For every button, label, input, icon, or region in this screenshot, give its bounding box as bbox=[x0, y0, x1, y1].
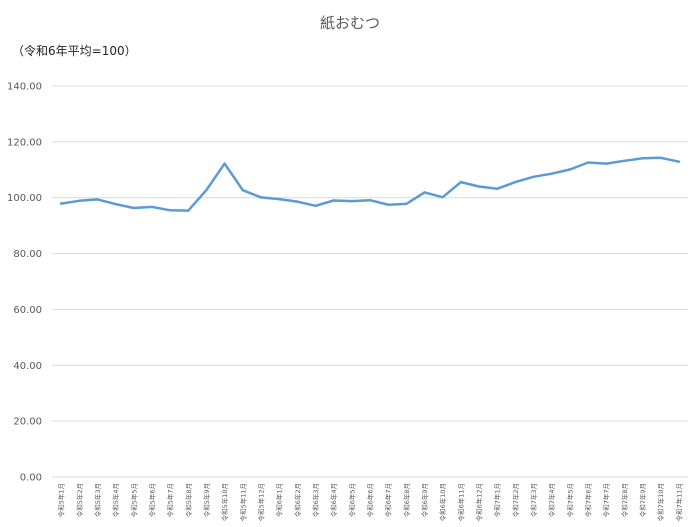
x-tick-label: 令和5年9月 bbox=[202, 483, 211, 517]
data-point bbox=[441, 195, 444, 199]
data-point bbox=[386, 203, 390, 206]
y-tick-label: 20.00 bbox=[13, 417, 42, 428]
x-tick-label: 令和6年3月 bbox=[311, 483, 320, 517]
x-tick-label: 令和6年6月 bbox=[366, 483, 375, 517]
x-tick-label: 令和5年8月 bbox=[184, 483, 193, 517]
y-tick-label: 100.00 bbox=[7, 193, 42, 204]
series-line bbox=[59, 156, 681, 212]
data-point bbox=[59, 202, 63, 205]
x-tick-label: 令和7年8月 bbox=[620, 483, 629, 517]
data-point bbox=[114, 202, 117, 206]
x-tick-label: 令和5年1月 bbox=[57, 483, 66, 517]
data-point bbox=[514, 180, 517, 184]
x-tick-label: 令和5年3月 bbox=[93, 483, 102, 517]
x-tick-label: 令和7年7月 bbox=[602, 483, 611, 517]
x-tick-label: 令和6年4月 bbox=[329, 483, 338, 517]
data-point bbox=[605, 162, 608, 165]
x-tick-label: 令和7年2月 bbox=[511, 483, 520, 517]
data-point bbox=[150, 205, 154, 209]
x-tick-label: 令和6年10月 bbox=[438, 483, 447, 521]
x-tick-label: 令和5年12月 bbox=[256, 483, 265, 521]
chart-subtitle: （令和6年平均=100） bbox=[12, 44, 137, 58]
data-point bbox=[223, 162, 226, 165]
x-tick-label: 令和5年7月 bbox=[166, 483, 175, 517]
x-tick-label: 令和6年2月 bbox=[293, 483, 302, 517]
data-point bbox=[132, 206, 135, 210]
data-point bbox=[368, 199, 372, 202]
data-point bbox=[586, 161, 590, 164]
data-point bbox=[659, 156, 662, 159]
data-point bbox=[405, 202, 408, 206]
data-point bbox=[78, 199, 81, 202]
x-tick-label: 令和6年9月 bbox=[420, 483, 429, 517]
x-tick-label: 令和5年4月 bbox=[111, 483, 120, 517]
x-tick-label: 令和7年11月 bbox=[674, 483, 683, 521]
x-tick-label: 令和5年6月 bbox=[147, 483, 156, 517]
x-tick-label: 令和5年10月 bbox=[220, 483, 229, 521]
x-tick-label: 令和5年2月 bbox=[75, 483, 84, 517]
data-point bbox=[623, 159, 626, 163]
x-tick-label: 令和7年1月 bbox=[493, 483, 502, 517]
data-point bbox=[423, 191, 426, 194]
y-tick-label: 140.00 bbox=[7, 82, 42, 93]
y-tick-label: 80.00 bbox=[13, 249, 42, 260]
x-tick-label: 令和6年8月 bbox=[402, 483, 411, 517]
gridlines bbox=[52, 85, 688, 478]
x-axis-ticks: 令和5年1月 令和5年2月 令和5年3月 令和5年4月 令和5年5月 令和5年6月 令和5年… bbox=[57, 483, 684, 521]
x-tick-label: 令和7年4月 bbox=[547, 483, 556, 517]
data-point bbox=[332, 199, 335, 202]
chart-title: 紙おむつ bbox=[319, 14, 380, 32]
x-tick-label: 令和6年1月 bbox=[275, 483, 284, 517]
y-tick-label: 60.00 bbox=[13, 305, 42, 316]
x-tick-label: 令和7年6月 bbox=[584, 483, 593, 517]
data-point bbox=[314, 204, 317, 208]
y-tick-label: 40.00 bbox=[13, 361, 42, 372]
data-point bbox=[96, 198, 99, 201]
data-point bbox=[532, 175, 535, 178]
data-point bbox=[477, 185, 481, 188]
x-tick-label: 令和6年11月 bbox=[456, 483, 465, 521]
x-tick-label: 令和6年5月 bbox=[347, 483, 356, 517]
x-tick-label: 令和6年12月 bbox=[475, 483, 484, 521]
data-point bbox=[677, 160, 681, 163]
data-point bbox=[550, 172, 553, 175]
data-point bbox=[259, 196, 263, 199]
data-point bbox=[641, 157, 644, 160]
x-tick-label: 令和5年11月 bbox=[238, 483, 247, 521]
data-point bbox=[168, 209, 172, 212]
x-tick-label: 令和7年5月 bbox=[565, 483, 574, 517]
y-tick-label: 0.00 bbox=[20, 473, 42, 484]
data-point bbox=[496, 187, 499, 190]
x-tick-label: 令和7年9月 bbox=[638, 483, 647, 517]
series-layer bbox=[59, 156, 681, 212]
x-tick-label: 令和7年3月 bbox=[529, 483, 538, 517]
y-tick-label: 120.00 bbox=[7, 137, 42, 148]
data-point bbox=[277, 197, 281, 201]
data-point bbox=[205, 188, 208, 192]
y-axis-ticks: 0.00 20.00 40.00 60.00 80.00 100.00 120.00 140.… bbox=[7, 82, 42, 484]
x-tick-label: 令和5年5月 bbox=[129, 483, 138, 517]
data-point bbox=[187, 209, 190, 212]
data-point bbox=[568, 168, 572, 171]
data-point bbox=[241, 188, 244, 192]
x-tick-label: 令和7年10月 bbox=[656, 483, 665, 521]
data-point bbox=[296, 200, 299, 203]
data-point bbox=[350, 199, 354, 203]
x-tick-label: 令和6年7月 bbox=[384, 483, 393, 517]
data-point bbox=[459, 180, 463, 184]
